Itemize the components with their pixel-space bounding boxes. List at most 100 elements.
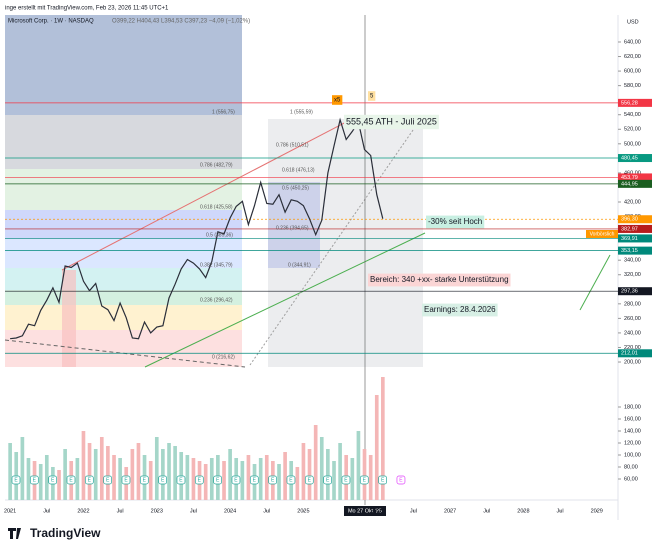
x-tick-label: 2029	[591, 508, 603, 514]
price-label-bg	[618, 234, 652, 243]
earnings-marker	[378, 475, 387, 485]
fib-label: 0.618 (425,58)	[200, 204, 233, 210]
y-tick-label: 340,00	[624, 258, 641, 264]
fib-label: 0 (216,62)	[212, 354, 235, 360]
y-tick-label: 240,00	[624, 330, 641, 336]
volume-bar	[277, 464, 281, 500]
volume-tick-label: 80,00	[624, 464, 638, 470]
price-label: 297,36	[621, 289, 638, 295]
brand: TradingView	[30, 526, 101, 540]
annotation-bg	[368, 91, 376, 101]
price-label-bg	[618, 215, 652, 224]
earnings-label: E	[33, 477, 37, 483]
volume-bar	[283, 452, 287, 500]
time-label-bg	[344, 506, 386, 516]
earnings-label: E	[88, 477, 92, 483]
fib-label: 0 (344,91)	[288, 262, 311, 268]
earnings-label: E	[289, 477, 293, 483]
y-tick-label: 460,00	[624, 170, 641, 176]
volume-bar	[93, 449, 98, 500]
volume-bar	[228, 449, 232, 500]
volume-bar	[130, 449, 135, 500]
volume-bar	[112, 455, 116, 500]
volume-bar	[148, 461, 153, 500]
premarket-label: Vorbörslich	[590, 231, 615, 237]
trendline	[579, 254, 611, 311]
earnings-label: E	[14, 477, 18, 483]
earnings-marker	[29, 475, 39, 485]
volume-bar	[20, 437, 25, 500]
brand-logo	[8, 528, 21, 539]
volume-tick-label: 120,00	[624, 440, 641, 446]
fib-label: 0.618 (476,13)	[282, 167, 315, 173]
symbol: Microsoft Corp. · 1W · NASDAQ	[8, 19, 94, 25]
volume-bar	[99, 437, 104, 500]
y-tick-label: 600,00	[624, 69, 641, 75]
price-line-series	[10, 117, 384, 340]
earnings-marker	[194, 475, 204, 485]
x-tick-label: Jul	[263, 508, 270, 514]
volume-bar	[356, 431, 361, 500]
earnings-label: E	[381, 477, 385, 483]
volume-tick-label: 100,00	[624, 452, 641, 458]
volume-bar	[319, 437, 324, 500]
earnings-marker	[103, 475, 113, 485]
volume-bar	[191, 458, 196, 500]
earnings-marker	[359, 475, 369, 485]
annotation-bg	[368, 273, 511, 287]
fib-label: 1 (556,75)	[212, 109, 235, 115]
volume-bar	[362, 449, 367, 500]
earnings-marker	[139, 475, 149, 485]
earnings-marker	[84, 475, 94, 485]
volume-bar	[136, 443, 141, 500]
earnings-label: E	[143, 477, 147, 483]
earnings-marker	[66, 475, 76, 485]
x-tick-label: 2025	[297, 508, 309, 514]
price-label-bg	[618, 224, 652, 233]
annotation: 555,45 ATH - Juli 2025	[346, 116, 437, 126]
y-tick-label: 280,00	[624, 301, 641, 307]
price-label-bg	[618, 287, 652, 296]
volume-bar	[374, 395, 379, 500]
x-tick-label: 2026	[371, 508, 383, 514]
x-tick-label: 2023	[151, 508, 163, 514]
zone	[5, 15, 242, 115]
x-tick-label: Jul	[557, 508, 564, 514]
fib-label: 0.236 (394,65)	[276, 225, 309, 231]
earnings-marker	[213, 475, 222, 485]
volume-bar	[203, 464, 208, 500]
volume-bar	[38, 464, 43, 500]
fib-label: 0.5 (385,36)	[206, 232, 233, 238]
y-tick-label: 540,00	[624, 112, 641, 118]
volume-bar	[295, 467, 300, 500]
volume-bar	[185, 455, 190, 500]
earnings-marker	[11, 475, 21, 485]
earnings-label: E	[271, 477, 275, 483]
volume-bar	[154, 437, 159, 500]
fib-label: 0.5 (450,25)	[282, 185, 309, 191]
y-tick-label: 220,00	[624, 345, 641, 351]
earnings-marker	[158, 475, 167, 485]
y-tick-label: 620,00	[624, 54, 641, 60]
price-label: 396,30	[621, 217, 638, 223]
annotation-bg	[344, 114, 439, 130]
fib-label: 0.786 (482,79)	[200, 162, 233, 168]
earnings-label: E	[344, 477, 348, 483]
time-label: Mo 27 Okt '25	[348, 508, 382, 514]
zone	[5, 330, 242, 367]
x-tick-label: 2024	[224, 508, 236, 514]
price-label: 353,15	[621, 248, 638, 254]
volume-bar	[240, 461, 245, 500]
annotation-bg	[422, 303, 498, 317]
volume-tick-label: 160,00	[624, 416, 641, 422]
earnings-marker	[48, 475, 58, 485]
fib-label: 0.786 (510,51)	[276, 142, 309, 148]
earnings-label: E	[308, 477, 312, 483]
volume-bar	[368, 455, 373, 500]
earnings-marker	[268, 475, 277, 485]
price-label-bg	[618, 173, 652, 182]
earnings-label: E	[326, 477, 330, 483]
volume-bar	[167, 443, 171, 500]
premarket-bg	[586, 230, 618, 238]
price-label: 556,28	[621, 100, 638, 106]
